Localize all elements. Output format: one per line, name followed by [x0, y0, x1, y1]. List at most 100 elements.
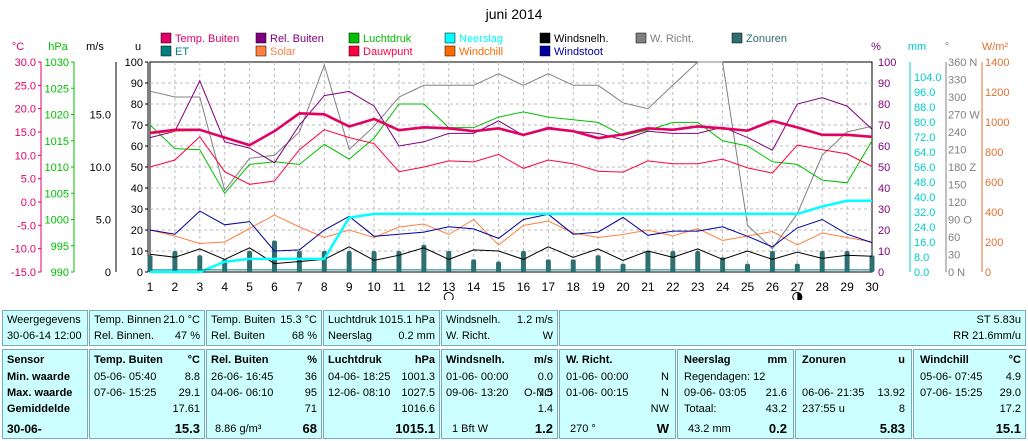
rain-today-extra: 43.2 mm — [688, 423, 731, 435]
series-dauwpunt — [149, 129, 873, 185]
pres-avg: 1016.6 — [401, 403, 435, 415]
legend-swatch — [635, 32, 647, 44]
rain-axis-tick: 64.0 — [914, 147, 935, 159]
x-tick-label: 11 — [393, 280, 406, 294]
zonuren-bar — [172, 251, 178, 272]
direction-axis-tick: 360 N — [948, 57, 977, 69]
zonuren-bar — [570, 259, 576, 272]
temp-avg: 17.61 — [172, 403, 200, 415]
rain-axis-tick: 48.0 — [914, 177, 935, 189]
legend-swatch — [444, 32, 456, 44]
series-windstoot — [149, 210, 873, 252]
temp-binnen-value: 21.0 °C — [163, 314, 200, 326]
temp-buiten-label: Temp. Buiten — [211, 314, 276, 326]
direction-axis-tick: 240 — [948, 127, 966, 139]
legend-label: Neerslag — [459, 33, 503, 45]
pres-min-date: 04-06- 18:25 — [328, 371, 391, 383]
temp-axis-tick: -5.0 — [17, 220, 36, 232]
moon-shade — [792, 292, 798, 300]
direction-axis-tick: 0 N — [948, 267, 965, 279]
pressure-axis-tick: 1000 — [45, 215, 69, 227]
solar-axis-tick: 200 — [985, 237, 1003, 249]
legend-label: Rel. Buiten — [270, 33, 324, 45]
direction-axis-tick: 90 O — [948, 215, 972, 227]
new-moon-icon — [443, 292, 454, 300]
rain-head: Neerslag — [684, 354, 731, 366]
x-tick-label: 16 — [517, 280, 531, 294]
pres-today: 1015.1 — [395, 421, 435, 436]
pres-max: 1027.5 — [401, 387, 435, 399]
uv-axis-tick: 70 — [131, 120, 143, 132]
dir-min-date: 01-06- 00:00 — [566, 371, 629, 383]
x-tick-label: 5 — [246, 280, 253, 294]
temp-axis-tick: 25.0 — [15, 80, 36, 92]
x-tick-label: 10 — [367, 280, 381, 294]
summary-pres: Luchtdruk hPa 04-06- 18:25 1001.3 12-06-… — [323, 349, 440, 439]
temp-max: 29.1 — [178, 387, 200, 399]
chill-today: 15.1 — [995, 421, 1021, 436]
x-tick-label: 22 — [666, 280, 680, 294]
temp-unit: °C — [187, 354, 200, 366]
solar-axis-tick: 1200 — [985, 87, 1009, 99]
rel-avg: 71 — [304, 403, 317, 415]
row-label-sensor: Sensor — [7, 354, 45, 366]
legend-label: Windsnelh. — [554, 33, 608, 45]
uv-axis-tick: 20 — [131, 225, 143, 237]
x-tick-label: 20 — [616, 280, 630, 294]
temp-axis-unit: °C — [12, 41, 24, 53]
direction-axis-tick: 60 — [948, 232, 960, 244]
series-neerslag — [150, 199, 872, 274]
humidity-axis-tick: 100 — [878, 57, 896, 69]
x-tick-label: 18 — [567, 280, 581, 294]
wind-min: 0.0 — [537, 371, 553, 383]
zonuren-bar — [769, 251, 775, 272]
wind-axis-tick: 0 — [105, 267, 111, 279]
humidity-axis-tick: 20 — [878, 225, 890, 237]
dir-avg: NW — [650, 403, 669, 415]
dir-head: W. Richt. — [566, 354, 613, 366]
dir-min: N — [661, 371, 669, 383]
series-windsnelh — [149, 246, 873, 265]
zonuren-bar — [620, 263, 626, 272]
chill-avg: 17.2 — [999, 403, 1021, 415]
pres-min: 1001.3 — [401, 371, 435, 383]
temp-buiten-value: 15.3 °C — [280, 314, 317, 326]
row-label-avg: Gemiddelde — [7, 403, 70, 415]
x-tick-label: 28 — [816, 280, 830, 294]
pressure-axis-tick: 995 — [51, 241, 69, 253]
x-tick-label: 6 — [271, 280, 278, 294]
rel-buiten-label: Rel. Buiten — [211, 330, 265, 342]
legend-swatch — [255, 32, 267, 44]
x-tick-label: 3 — [196, 280, 203, 294]
rel-min-date: 26-06- 16:45 — [211, 371, 274, 383]
wind-avg: 1.4 — [537, 403, 553, 415]
legend-label: Windchill — [459, 46, 503, 58]
pres-head: Luchtdruk — [328, 354, 382, 366]
rain-axis-tick: 32.0 — [914, 207, 935, 219]
dir-today: W — [656, 421, 669, 436]
temp-head: Temp. Buiten — [94, 354, 163, 366]
zonuren-bar — [197, 255, 203, 272]
wind-today: 1.2 — [534, 421, 553, 436]
rel-today: 68 — [302, 421, 317, 436]
legend-label: Temp. Buiten — [175, 33, 239, 45]
series-temp-buiten — [149, 112, 873, 147]
chart-title: juni 2014 — [485, 6, 543, 22]
direction-axis-tick: 270 W — [948, 110, 980, 122]
x-tick-label: 8 — [321, 280, 328, 294]
rel-today-extra: 8.86 g/m³ — [215, 423, 262, 435]
temp-min: 8.8 — [184, 371, 200, 383]
legend-label: Windstoot — [554, 46, 603, 58]
wind-max-dir: O-NO — [524, 387, 553, 399]
summary-labels: Sensor Min. waarde Max. waarde Gemiddeld… — [2, 349, 88, 439]
humidity-axis-tick: 50 — [878, 162, 890, 174]
legend-swatch — [539, 45, 551, 57]
summary-rel: Rel. Buiten % 26-06- 16:45 36 04-06- 06:… — [206, 349, 322, 439]
rain-axis-tick: 16.0 — [914, 237, 935, 249]
temp-axis-tick: 15.0 — [15, 127, 36, 139]
x-tick-label: 30 — [865, 280, 879, 294]
legend-swatch — [348, 32, 360, 44]
direction-axis-tick: 300 — [948, 92, 966, 104]
series-luchtdruk — [149, 103, 873, 195]
zonuren-bar — [520, 251, 526, 272]
